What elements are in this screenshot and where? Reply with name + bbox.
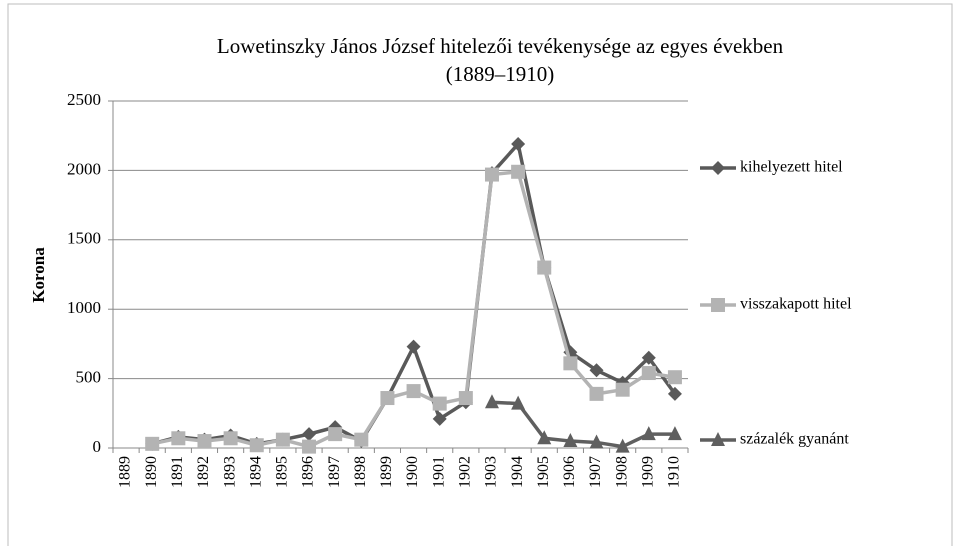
x-tick-label: 1896 [300, 456, 317, 488]
x-tick-label: 1895 [274, 456, 291, 488]
y-tick-label: 1000 [67, 298, 101, 317]
marker [589, 386, 604, 401]
legend-label: visszakapott hitel [740, 296, 852, 313]
chart-frame [7, 3, 953, 546]
y-tick-label: 1500 [67, 229, 101, 248]
y-tick-label: 0 [93, 437, 102, 456]
x-tick-label: 1889 [117, 456, 134, 488]
marker [302, 439, 317, 454]
x-tick-label: 1907 [587, 456, 604, 488]
marker [197, 434, 212, 449]
marker [511, 395, 526, 410]
x-tick-label: 1904 [509, 456, 526, 488]
marker [589, 363, 604, 378]
marker [171, 431, 186, 446]
x-tick-label: 1902 [457, 456, 474, 488]
marker [667, 370, 682, 385]
x-tick-label: 1903 [483, 456, 500, 488]
x-tick-label: 1891 [169, 456, 186, 488]
x-tick-label: 1905 [535, 456, 552, 488]
marker [511, 164, 526, 179]
marker [711, 161, 725, 175]
legend-label: százalék gyanánt [740, 431, 849, 448]
marker [380, 391, 395, 406]
marker [432, 411, 447, 426]
y-axis-label: Korona [29, 247, 48, 303]
marker [406, 384, 421, 399]
x-tick-label: 1898 [352, 456, 369, 488]
marker [615, 382, 630, 397]
marker [223, 431, 238, 446]
marker [484, 394, 499, 409]
x-tick-label: 1906 [561, 456, 578, 488]
x-tick-label: 1900 [404, 456, 421, 488]
x-tick-label: 1908 [613, 456, 630, 488]
marker [249, 438, 264, 453]
chart-title: Lowetinszky János József hitelezői tevék… [217, 34, 784, 58]
marker [145, 436, 160, 451]
marker [615, 438, 630, 453]
x-tick-label: 1894 [247, 456, 264, 488]
marker [641, 350, 656, 365]
marker [328, 427, 343, 442]
marker [641, 426, 656, 441]
y-tick-label: 2000 [67, 159, 101, 178]
marker [511, 137, 526, 152]
marker [458, 391, 473, 406]
x-tick-label: 1901 [430, 456, 447, 488]
marker [432, 396, 447, 411]
x-tick-label: 1890 [143, 456, 160, 488]
marker [641, 366, 656, 381]
marker [484, 167, 499, 182]
marker [667, 426, 682, 441]
marker [667, 386, 682, 401]
marker [563, 356, 578, 371]
x-tick-label: 1893 [221, 456, 238, 488]
marker [302, 427, 317, 442]
legend-label: kihelyezett hitel [740, 159, 843, 176]
x-tick-label: 1909 [639, 456, 656, 488]
y-tick-label: 2500 [67, 90, 101, 109]
y-tick-label: 500 [76, 368, 102, 387]
chart-subtitle: (1889–1910) [446, 62, 555, 86]
marker [537, 260, 552, 275]
x-tick-label: 1899 [378, 456, 395, 488]
marker [406, 339, 421, 354]
marker [354, 432, 369, 447]
marker [589, 434, 604, 449]
marker [711, 298, 725, 312]
marker [275, 432, 290, 447]
marker [711, 432, 725, 446]
marker [563, 433, 578, 448]
x-tick-label: 1892 [195, 456, 212, 488]
x-tick-label: 1910 [666, 456, 683, 488]
x-tick-label: 1897 [326, 456, 343, 488]
marker [537, 430, 552, 445]
